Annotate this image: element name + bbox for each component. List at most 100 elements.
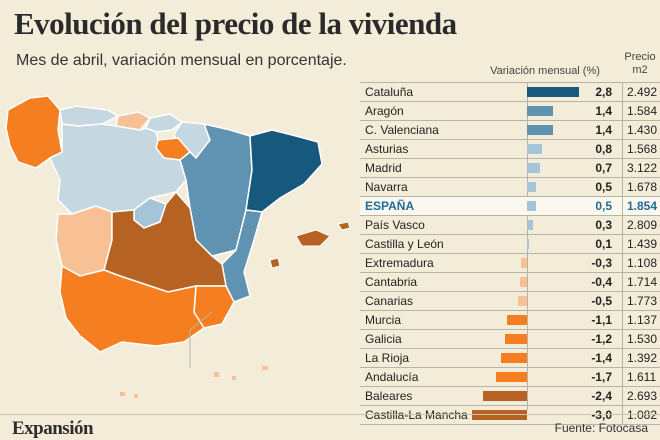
variation-value: -0,4 [591,275,612,289]
region-label: País Vasco [365,218,425,232]
variation-bar [527,87,579,97]
variation-value: -1,2 [591,332,612,346]
price-value: 1.108 [622,254,660,272]
region-label: Navarra [365,180,408,194]
table-row: ESPAÑA 0,5 1.854 [360,197,660,216]
region-label: C. Valenciana [365,123,439,137]
variation-bar [527,125,553,135]
region-label: Extremadura [365,256,434,270]
variation-bar [521,258,527,268]
variation-bar [471,410,527,420]
price-value: 2.809 [622,216,660,234]
region-baleares [295,229,331,247]
variation-bar [517,296,527,306]
variation-value: 0,7 [595,161,612,175]
region-label: ESPAÑA [365,199,415,213]
region-label: Canarias [365,294,414,308]
canarias-frame [189,311,213,368]
variation-value: -2,4 [591,389,612,403]
table-row: Madrid 0,7 3.122 [360,159,660,178]
table-row: Extremadura -0,3 1.108 [360,254,660,273]
variation-value: 1,4 [595,123,612,137]
variation-bar [527,106,553,116]
region-canarias-2 [232,376,236,380]
variation-bar [527,182,537,192]
variation-bar [506,315,527,325]
variation-bar [527,144,542,154]
region-label: Cataluña [365,85,414,99]
price-value: 1.611 [622,368,660,386]
spain-map [5,95,351,398]
region-castilla-leon [49,123,187,215]
variation-bar [527,163,540,173]
variation-value: 0,8 [595,142,612,156]
price-value: 3.122 [622,159,660,177]
variation-bar [527,239,529,249]
region-canarias-4 [134,394,138,398]
table-row: Aragón 1,4 1.584 [360,102,660,121]
variation-bar [504,334,527,344]
table-row: Cantabria -0,4 1.714 [360,273,660,292]
variation-bar [527,220,533,230]
price-value: 1.439 [622,235,660,253]
region-label: La Rioja [365,351,410,365]
table-row: Galicia -1,2 1.530 [360,330,660,349]
table-row: Baleares -2,4 2.693 [360,387,660,406]
table-row: Castilla y León 0,1 1.439 [360,235,660,254]
variation-value: 0,1 [595,237,612,251]
variation-value: -1,4 [591,351,612,365]
price-value: 1.773 [622,292,660,310]
price-value: 1.392 [622,349,660,367]
region-canarias-1 [214,372,219,377]
price-value: 1.430 [622,121,660,139]
table-row: Canarias -0,5 1.773 [360,292,660,311]
region-label: Madrid [365,161,402,175]
region-andalucia [59,264,206,353]
variation-value: 0,3 [595,218,612,232]
region-label: Aragón [365,104,404,118]
table-row: C. Valenciana 1,4 1.430 [360,121,660,140]
region-label: Galicia [365,332,402,346]
variation-bar [495,372,527,382]
variation-bar [501,353,527,363]
table-row: Castilla-La Mancha -3,0 1.082 [360,406,660,425]
region-baleares-ibiza [269,257,281,269]
variation-value: 0,5 [595,180,612,194]
price-value: 1.137 [622,311,660,329]
region-label: Castilla-La Mancha [365,408,468,422]
region-label: Andalucía [365,370,419,384]
table-row: Asturias 0,8 1.568 [360,140,660,159]
variation-value: -0,5 [591,294,612,308]
price-value: 2.693 [622,387,660,405]
region-cataluna [245,129,323,213]
table-row: País Vasco 0,3 2.809 [360,216,660,235]
variation-column-header: Variación mensual (%) [490,65,600,77]
price-value: 1.714 [622,273,660,291]
variation-value: -0,3 [591,256,612,270]
variation-bar [527,201,537,211]
table-row: Navarra 0,5 1.678 [360,178,660,197]
variation-value: 0,5 [595,199,612,213]
table-row: Murcia -1,1 1.137 [360,311,660,330]
table-row: Cataluña 2,8 2.492 [360,82,660,102]
variation-value: -1,1 [591,313,612,327]
variation-value: 2,8 [595,85,612,99]
chart-subtitle: Mes de abril, variación mensual en porce… [16,52,347,69]
brand-logo: Expansión [12,418,94,439]
region-baleares-minor [337,221,351,231]
table-row: Andalucía -1,7 1.611 [360,368,660,387]
price-column-header: Precio m2 [624,51,656,76]
variation-value: -1,7 [591,370,612,384]
price-value: 1.082 [622,406,660,424]
price-value: 1.584 [622,102,660,120]
variation-bar [519,277,527,287]
price-value: 1.530 [622,330,660,348]
price-value: 1.678 [622,178,660,196]
price-value: 1.568 [622,140,660,158]
price-value: 1.854 [622,197,660,215]
region-extremadura [55,205,113,277]
region-label: Baleares [365,389,413,403]
region-asturias [59,105,120,127]
chart-title: Evolución del precio de la vivienda [14,6,457,41]
region-label: Cantabria [365,275,418,289]
